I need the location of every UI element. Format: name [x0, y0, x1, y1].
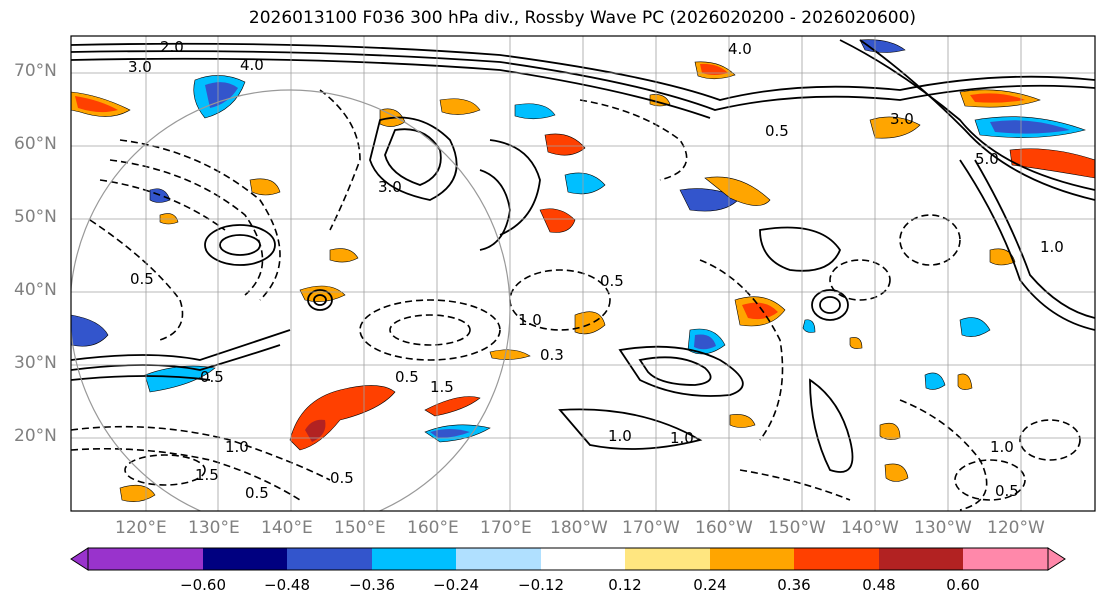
contour-label: 0.5 — [330, 469, 354, 487]
lon-label: 150°E — [334, 518, 386, 538]
lon-label: 130°E — [188, 518, 240, 538]
colorbar-segment — [879, 548, 963, 570]
lon-label: 160°E — [407, 518, 459, 538]
contour-labels: 3.0 2.0 4.0 0.5 1.0 1.5 5.0 0.5 1.0 0.3 … — [128, 38, 1064, 502]
colorbar-tick: −0.12 — [518, 576, 564, 594]
contour-label: 1.0 — [518, 311, 542, 329]
lon-label: 150°W — [768, 518, 826, 538]
colorbar-tick: 0.60 — [946, 576, 980, 594]
colorbar-segment — [963, 548, 1048, 570]
lat-label: 40°N — [14, 280, 57, 300]
graticule — [71, 36, 1095, 511]
colorbar-tick: 0.48 — [862, 576, 896, 594]
contour-label: 4.0 — [240, 56, 264, 74]
contour-label: 1.5 — [195, 466, 219, 484]
colorbar-segment — [287, 548, 372, 570]
lat-label: 50°N — [14, 207, 57, 227]
map-title: 2026013100 F036 300 hPa div., Rossby Wav… — [248, 8, 917, 28]
lon-label: 180°W — [550, 518, 608, 538]
contour-label: 1.0 — [670, 429, 694, 447]
shaded-divergence — [71, 39, 1095, 502]
solid-contours — [71, 39, 1095, 473]
lat-label: 60°N — [14, 134, 57, 154]
lat-label: 70°N — [14, 61, 57, 81]
lat-label: 20°N — [14, 426, 57, 446]
lon-label: 140°E — [261, 518, 313, 538]
colorbar-tick: 0.24 — [693, 576, 727, 594]
map-frame — [70, 35, 1096, 512]
colorbar-tick: −0.48 — [264, 576, 310, 594]
lon-label: 170°E — [480, 518, 532, 538]
lat-label: 30°N — [14, 353, 57, 373]
colorbar-extend-high — [1047, 547, 1066, 571]
lon-label: 130°W — [914, 518, 972, 538]
colorbar-tick: −0.60 — [180, 576, 226, 594]
colorbar-segment — [710, 548, 794, 570]
lon-label: 160°W — [695, 518, 753, 538]
contour-label: 1.0 — [990, 438, 1014, 456]
colorbar-tick: −0.24 — [433, 576, 479, 594]
colorbar-segment — [88, 548, 203, 570]
lon-label: 120°E — [115, 518, 167, 538]
contour-label: 0.3 — [540, 346, 564, 364]
contour-label: 0.5 — [995, 482, 1019, 500]
colorbar-frame — [87, 547, 1049, 571]
colorbar-segment — [625, 548, 710, 570]
contour-label: 0.5 — [600, 272, 624, 290]
contour-label: 0.5 — [130, 270, 154, 288]
contour-label: 4.0 — [728, 40, 752, 58]
colorbar-extend-low — [70, 547, 89, 571]
contour-label: 3.0 — [378, 178, 402, 196]
colorbar-tick: 0.36 — [777, 576, 811, 594]
colorbar-segment — [794, 548, 879, 570]
contour-label: 3.0 — [890, 110, 914, 128]
colorbar-segment — [456, 548, 541, 570]
colorbar-segment — [541, 548, 625, 570]
contour-label: 0.5 — [395, 368, 419, 386]
colorbar-segment — [203, 548, 287, 570]
contour-label: 1.0 — [1040, 238, 1064, 256]
contour-label: 1.0 — [608, 427, 632, 445]
contour-label: 0.5 — [200, 368, 224, 386]
lon-label: 170°W — [622, 518, 680, 538]
contour-label: 1.5 — [430, 378, 454, 396]
lon-label: 120°W — [987, 518, 1045, 538]
contour-label: 0.5 — [765, 122, 789, 140]
colorbar-tick: 0.12 — [608, 576, 642, 594]
contour-label: 2.0 — [160, 38, 184, 56]
contour-label: 1.0 — [225, 438, 249, 456]
lon-label: 140°W — [841, 518, 899, 538]
colorbar-segment — [372, 548, 456, 570]
contour-label: 3.0 — [128, 58, 152, 76]
contour-label: 0.5 — [245, 484, 269, 502]
colorbar-tick: −0.36 — [349, 576, 395, 594]
contour-label: 5.0 — [975, 150, 999, 168]
